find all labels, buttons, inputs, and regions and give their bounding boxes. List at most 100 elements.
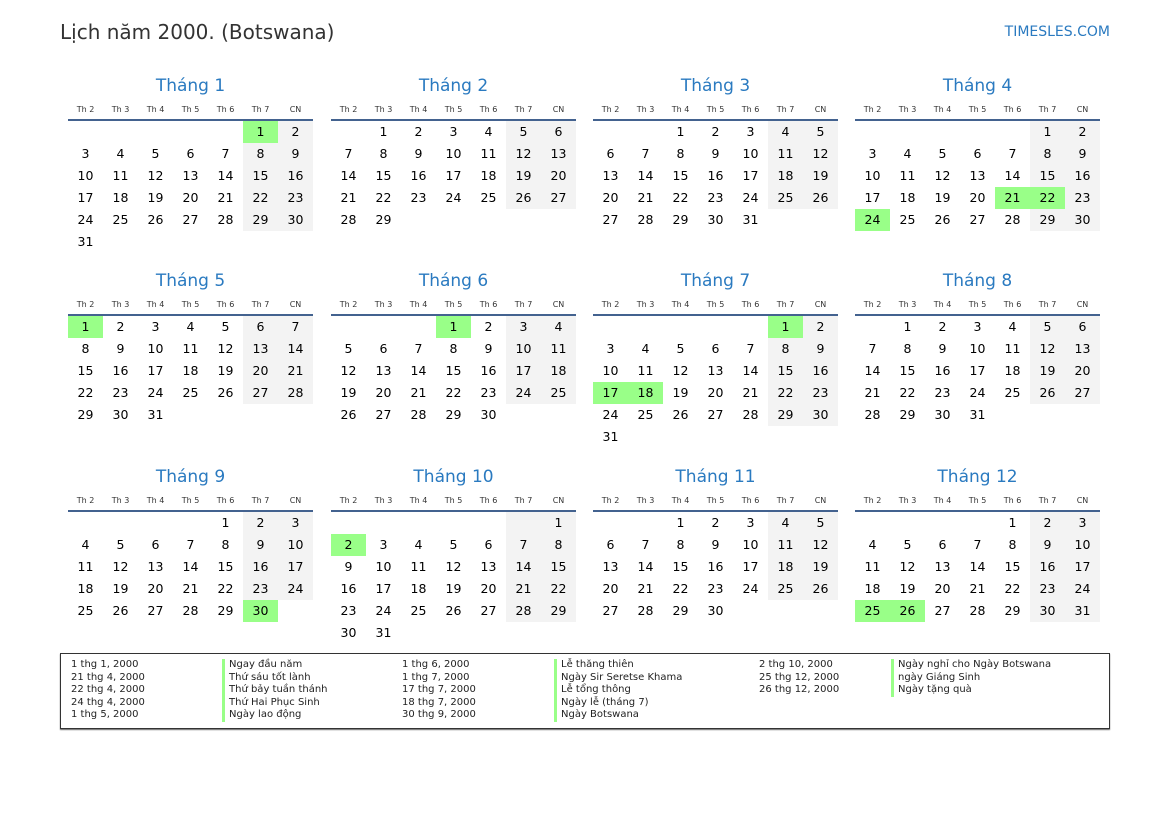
day[interactable]: 4 — [768, 121, 803, 143]
day[interactable]: 6 — [973, 146, 982, 161]
day[interactable]: 7 — [973, 537, 982, 552]
day[interactable]: 4 — [641, 341, 650, 356]
day[interactable]: 16 — [707, 168, 724, 183]
day[interactable]: 11 — [77, 559, 94, 574]
day[interactable]: 1 — [379, 124, 388, 139]
day[interactable]: 30 — [707, 212, 724, 227]
day[interactable]: 16 — [112, 363, 129, 378]
day[interactable]: 18 — [112, 190, 129, 205]
day[interactable]: 2 — [1065, 121, 1100, 143]
day[interactable]: 11 — [541, 338, 576, 360]
day[interactable]: 26 — [1030, 382, 1065, 404]
day[interactable]: 13 — [147, 559, 164, 574]
holiday-day[interactable]: 1 — [768, 316, 803, 338]
day[interactable]: 27 — [541, 187, 576, 209]
day[interactable]: 24 — [506, 382, 541, 404]
day[interactable]: 14 — [969, 559, 986, 574]
day[interactable]: 24 — [742, 581, 759, 596]
day[interactable]: 20 — [602, 581, 619, 596]
day[interactable]: 14 — [217, 168, 234, 183]
day[interactable]: 30 — [707, 603, 724, 618]
day[interactable]: 10 — [602, 363, 619, 378]
day[interactable]: 31 — [375, 625, 392, 640]
day[interactable]: 17 — [742, 168, 759, 183]
day[interactable]: 24 — [278, 578, 313, 600]
day[interactable]: 20 — [147, 581, 164, 596]
day[interactable]: 21 — [410, 385, 427, 400]
day[interactable]: 22 — [217, 581, 234, 596]
day[interactable]: 4 — [768, 512, 803, 534]
day[interactable]: 19 — [217, 363, 234, 378]
day[interactable]: 30 — [803, 404, 838, 426]
holiday-day[interactable]: 1 — [243, 121, 278, 143]
day[interactable]: 7 — [1008, 146, 1017, 161]
day[interactable]: 10 — [375, 559, 392, 574]
holiday-day[interactable]: 30 — [243, 600, 278, 622]
day[interactable]: 29 — [672, 603, 689, 618]
day[interactable]: 3 — [151, 319, 160, 334]
site-link[interactable]: TIMESLES.COM — [1004, 24, 1110, 40]
day[interactable]: 30 — [480, 407, 497, 422]
day[interactable]: 17 — [445, 168, 462, 183]
day[interactable]: 13 — [375, 363, 392, 378]
day[interactable]: 17 — [147, 363, 164, 378]
day[interactable]: 6 — [243, 316, 278, 338]
day[interactable]: 7 — [414, 341, 423, 356]
day[interactable]: 9 — [484, 341, 493, 356]
day[interactable]: 31 — [602, 429, 619, 444]
day[interactable]: 30 — [340, 625, 357, 640]
day[interactable]: 30 — [1030, 600, 1065, 622]
day[interactable]: 5 — [221, 319, 230, 334]
day[interactable]: 7 — [868, 341, 877, 356]
day[interactable]: 21 — [340, 190, 357, 205]
day[interactable]: 13 — [707, 363, 724, 378]
day[interactable]: 22 — [541, 578, 576, 600]
day[interactable]: 8 — [379, 146, 388, 161]
day[interactable]: 6 — [541, 121, 576, 143]
day[interactable]: 19 — [147, 190, 164, 205]
holiday-day[interactable]: 2 — [331, 534, 366, 556]
day[interactable]: 8 — [1008, 537, 1017, 552]
day[interactable]: 15 — [672, 168, 689, 183]
day[interactable]: 7 — [641, 537, 650, 552]
holiday-day[interactable]: 18 — [628, 382, 663, 404]
day[interactable]: 1 — [221, 515, 230, 530]
day[interactable]: 23 — [480, 385, 497, 400]
day[interactable]: 13 — [602, 559, 619, 574]
day[interactable]: 23 — [1065, 187, 1100, 209]
holiday-day[interactable]: 26 — [890, 600, 925, 622]
day[interactable]: 7 — [344, 146, 353, 161]
day[interactable]: 15 — [375, 168, 392, 183]
day[interactable]: 16 — [1030, 556, 1065, 578]
day[interactable]: 10 — [445, 146, 462, 161]
day[interactable]: 29 — [899, 407, 916, 422]
day[interactable]: 21 — [742, 385, 759, 400]
day[interactable]: 19 — [506, 165, 541, 187]
day[interactable]: 20 — [969, 190, 986, 205]
day[interactable]: 14 — [340, 168, 357, 183]
day[interactable]: 20 — [182, 190, 199, 205]
day[interactable]: 5 — [938, 146, 947, 161]
day[interactable]: 17 — [742, 559, 759, 574]
day[interactable]: 25 — [541, 382, 576, 404]
day[interactable]: 10 — [742, 537, 759, 552]
day[interactable]: 3 — [1065, 512, 1100, 534]
day[interactable]: 28 — [637, 212, 654, 227]
day[interactable]: 25 — [480, 190, 497, 205]
day[interactable]: 17 — [864, 190, 881, 205]
day[interactable]: 20 — [480, 581, 497, 596]
holiday-day[interactable]: 1 — [68, 316, 103, 338]
day[interactable]: 2 — [484, 319, 493, 334]
day[interactable]: 1 — [1008, 515, 1017, 530]
day[interactable]: 18 — [480, 168, 497, 183]
day[interactable]: 21 — [969, 581, 986, 596]
day[interactable]: 14 — [278, 338, 313, 360]
day[interactable]: 23 — [112, 385, 129, 400]
day[interactable]: 9 — [803, 338, 838, 360]
day[interactable]: 27 — [243, 382, 278, 404]
day[interactable]: 12 — [506, 143, 541, 165]
holiday-day[interactable]: 24 — [855, 209, 890, 231]
day[interactable]: 13 — [602, 168, 619, 183]
day[interactable]: 7 — [278, 316, 313, 338]
day[interactable]: 23 — [803, 382, 838, 404]
